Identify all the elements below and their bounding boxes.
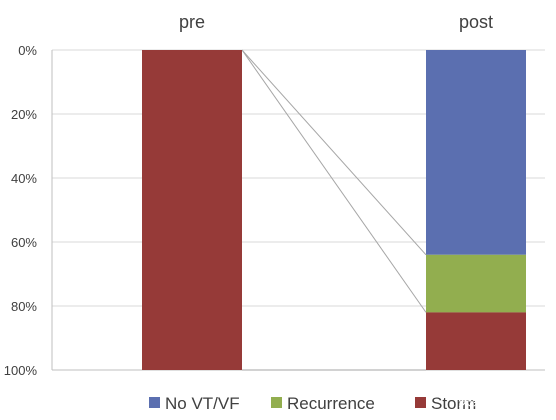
y-tick-label: 0% [18, 43, 37, 58]
legend-swatch [415, 397, 426, 408]
y-tick-label: 100% [4, 363, 38, 378]
y-tick-label: 60% [11, 235, 37, 250]
category-label: pre [179, 12, 205, 32]
watermark-text: 头条 @程中伟 [458, 393, 546, 409]
bars [142, 50, 526, 370]
legend-swatch [271, 397, 282, 408]
category-labels: pre post [179, 12, 493, 32]
legend-swatch [149, 397, 160, 408]
bar-segment-storm [142, 50, 242, 370]
legend-label: Storm [431, 394, 476, 413]
y-tick-label: 40% [11, 171, 37, 186]
legend: No VT/VF Recurrence Storm [149, 394, 476, 413]
watermark: 头条 @程中伟 [458, 393, 546, 409]
bar-segment-storm [426, 312, 526, 370]
y-tick-label: 80% [11, 299, 37, 314]
y-tick-label: 20% [11, 107, 37, 122]
y-axis: 0% 20% 40% 60% 80% 100% [4, 43, 53, 378]
legend-label: Recurrence [287, 394, 375, 413]
category-label: post [459, 12, 493, 32]
bar-segment-no-vt-vf [426, 50, 526, 255]
connector-line [241, 49, 427, 256]
connector-lines [241, 49, 427, 371]
connector-line [241, 49, 427, 313]
legend-label: No VT/VF [165, 394, 240, 413]
bar-segment-recurrence [426, 254, 526, 313]
